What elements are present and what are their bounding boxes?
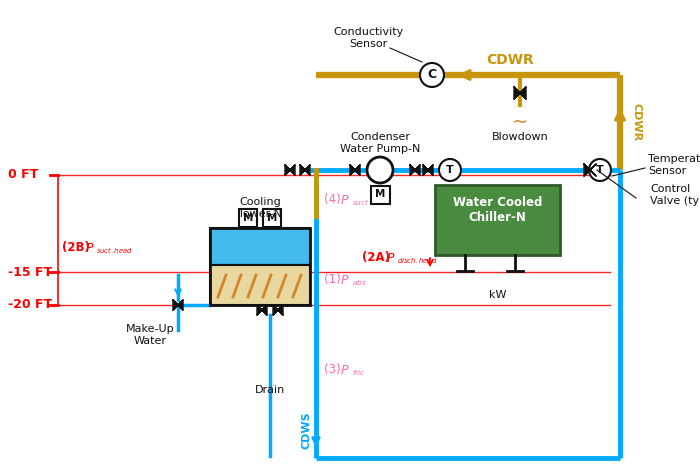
Text: (4): (4)	[324, 194, 341, 207]
Text: $_{fric}$: $_{fric}$	[352, 368, 365, 378]
Polygon shape	[520, 87, 526, 99]
Polygon shape	[178, 300, 183, 310]
Text: T: T	[596, 165, 604, 175]
Text: $P$: $P$	[340, 363, 349, 377]
Text: (2B): (2B)	[62, 242, 90, 254]
Text: 0 FT: 0 FT	[8, 169, 38, 182]
Circle shape	[367, 157, 393, 183]
Polygon shape	[590, 164, 596, 176]
Text: Water Cooled
Chiller-N: Water Cooled Chiller-N	[453, 196, 542, 224]
Text: C: C	[428, 68, 437, 82]
Text: $_{suct. head}$: $_{suct. head}$	[96, 246, 133, 256]
Text: -15 FT: -15 FT	[8, 265, 52, 278]
Polygon shape	[278, 305, 283, 315]
Text: M: M	[267, 213, 277, 223]
Text: Make-Up
Water: Make-Up Water	[126, 324, 174, 346]
Polygon shape	[305, 165, 310, 175]
Circle shape	[420, 63, 444, 87]
Text: Control
Valve (typ.): Control Valve (typ.)	[650, 184, 700, 206]
Polygon shape	[410, 165, 415, 175]
Polygon shape	[355, 165, 360, 175]
Text: CDWS: CDWS	[301, 411, 311, 449]
Text: kW: kW	[489, 290, 506, 300]
Text: T: T	[446, 165, 454, 175]
Polygon shape	[173, 300, 178, 310]
Polygon shape	[300, 165, 305, 175]
Text: Blowdown: Blowdown	[491, 132, 548, 142]
Text: Conductivity
Sensor: Conductivity Sensor	[333, 27, 403, 49]
Polygon shape	[428, 165, 433, 175]
Bar	[210, 228, 310, 305]
Bar	[210, 228, 310, 265]
Polygon shape	[290, 165, 295, 175]
Polygon shape	[273, 305, 278, 315]
Text: $P$: $P$	[386, 252, 396, 264]
Circle shape	[589, 159, 611, 181]
Text: (2A): (2A)	[362, 252, 390, 264]
Polygon shape	[415, 165, 420, 175]
Text: $_{disch. head}$: $_{disch. head}$	[397, 256, 438, 266]
Text: (1): (1)	[324, 273, 341, 287]
Bar	[435, 185, 560, 255]
Text: CDWR: CDWR	[631, 103, 641, 142]
Text: Temperature
Sensor: Temperature Sensor	[648, 154, 700, 176]
FancyBboxPatch shape	[370, 185, 389, 203]
Polygon shape	[285, 165, 290, 175]
Text: ~: ~	[512, 113, 528, 132]
Polygon shape	[262, 305, 267, 315]
Polygon shape	[514, 87, 520, 99]
Polygon shape	[257, 305, 262, 315]
Text: $P$: $P$	[340, 273, 349, 287]
Text: Condenser
Water Pump-N: Condenser Water Pump-N	[340, 132, 420, 154]
Text: $_{suct}$: $_{suct}$	[352, 198, 370, 208]
Text: (3): (3)	[324, 363, 341, 377]
Text: CDWR: CDWR	[486, 53, 534, 67]
FancyBboxPatch shape	[239, 209, 256, 227]
Text: $_{abs}$: $_{abs}$	[352, 278, 367, 288]
Polygon shape	[584, 164, 590, 176]
Text: $P$: $P$	[85, 242, 95, 254]
Bar	[210, 265, 310, 305]
Text: M: M	[374, 189, 385, 199]
Circle shape	[439, 159, 461, 181]
Text: Drain: Drain	[255, 385, 285, 395]
Polygon shape	[350, 165, 355, 175]
Polygon shape	[423, 165, 428, 175]
Text: M: M	[243, 213, 253, 223]
Text: -20 FT: -20 FT	[8, 298, 52, 312]
Text: Cooling
Tower-N: Cooling Tower-N	[238, 197, 282, 219]
FancyBboxPatch shape	[262, 209, 281, 227]
Text: $P$: $P$	[340, 194, 349, 207]
